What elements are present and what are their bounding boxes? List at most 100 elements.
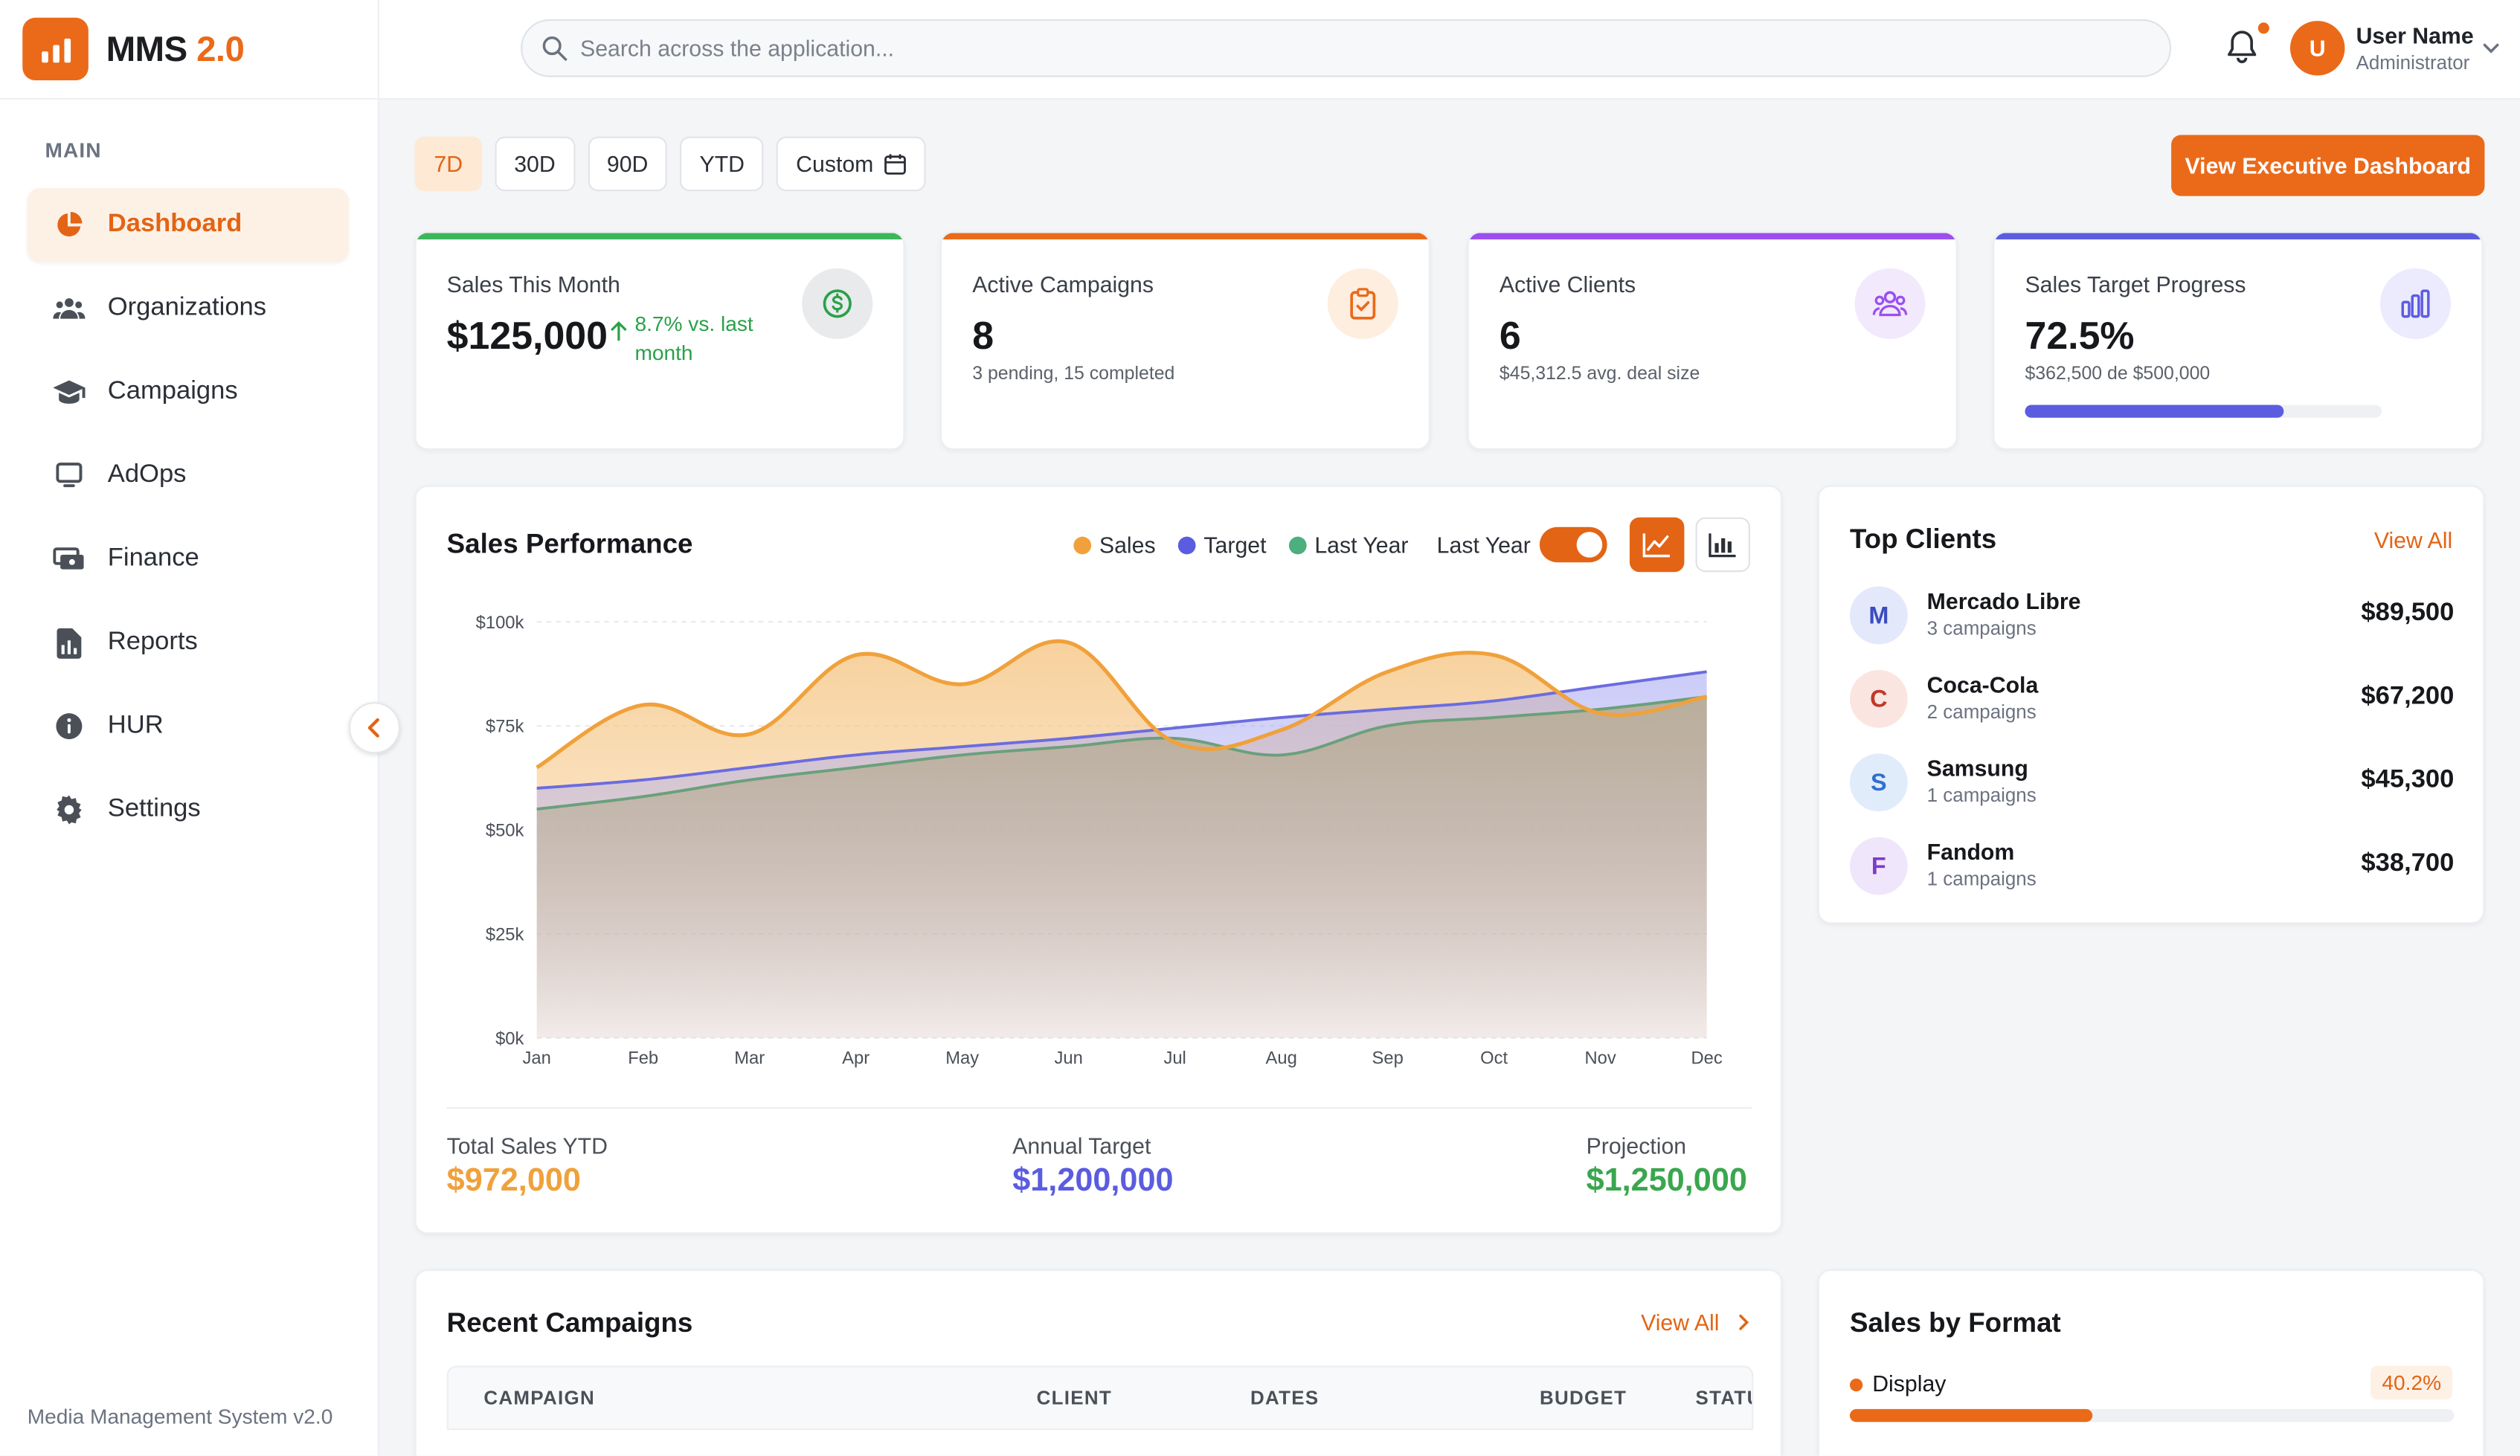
line-chart-icon (1642, 533, 1670, 558)
recent-campaigns-view-all-link[interactable]: View All (1641, 1310, 1751, 1336)
info-icon (53, 710, 85, 742)
money-icon (53, 543, 85, 575)
user-name[interactable]: User Name (2356, 22, 2474, 48)
search-bar[interactable] (521, 19, 2172, 77)
area-last-year (536, 696, 1707, 1038)
client-campaigns: 1 campaigns (1926, 867, 2037, 891)
kpi-value: 8 (972, 315, 994, 358)
sidebar-item-label: HUR (107, 712, 164, 739)
user-role: Administrator (2356, 51, 2470, 74)
sidebar-footer: Media Management System v2.0 (27, 1404, 333, 1428)
avatar[interactable]: U (2289, 21, 2345, 76)
bell-icon[interactable] (2224, 29, 2260, 65)
top-clients-card: Top Clients View All M Mercado Libre 3 c… (1817, 485, 2485, 924)
brand-version: 2.0 (196, 28, 245, 68)
range-7d-button[interactable]: 7D (414, 136, 483, 192)
topbar: U User Name Administrator (379, 0, 2520, 100)
range-90d-button[interactable]: 90D (587, 136, 668, 192)
stat-label: Total Sales YTD (446, 1133, 608, 1159)
sidebar-item-settings[interactable]: Settings (28, 773, 349, 846)
client-avatar: C (1849, 670, 1908, 728)
kpi-sub: $362,500 de $500,000 (2025, 364, 2211, 384)
bar-chart-view-button[interactable] (1695, 517, 1751, 573)
sidebar-item-organizations[interactable]: Organizations (28, 271, 349, 345)
x-tick-label: Sep (1372, 1048, 1404, 1068)
legend-label: Last Year (1314, 532, 1409, 558)
brand[interactable]: MMS 2.0 (0, 0, 378, 100)
column-header-client[interactable]: CLIENT (1036, 1386, 1113, 1409)
column-header-campaign[interactable]: CAMPAIGN (483, 1386, 595, 1409)
sales-line-chart: $0k $25k $50k $75k $100k Jan Feb Mar Apr May Jun Ju… (476, 613, 1723, 1069)
brand-name: MMS 2.0 (106, 28, 245, 68)
sidebar-nav: Dashboard Organizations Campaigns AdOps (27, 187, 349, 857)
target-progress-fill (2025, 405, 2284, 418)
x-tick-label: Dec (1691, 1048, 1723, 1068)
kpi-accent-bar (416, 233, 904, 239)
last-year-toggle[interactable] (1539, 526, 1607, 563)
sales-by-format-card: Sales by Format Display 40.2% (1817, 1269, 2485, 1456)
recent-campaigns-card: Recent Campaigns View All CAMPAIGN CLIEN… (414, 1269, 1783, 1456)
sidebar-item-label: Dashboard (107, 210, 242, 238)
range-ytd-button[interactable]: YTD (680, 136, 764, 192)
stat-value: $1,250,000 (1586, 1163, 1747, 1199)
stat-value: $1,200,000 (1012, 1163, 1174, 1199)
x-tick-label: Jul (1163, 1048, 1186, 1068)
sidebar-item-label: Campaigns (107, 377, 238, 405)
client-row[interactable]: C Coca-Cola 2 campaigns $67,200 (1849, 670, 2454, 734)
date-range-group: 7D 30D 90D YTD Custom (414, 136, 925, 192)
line-sales (536, 639, 1708, 770)
sidebar-item-finance[interactable]: Finance (28, 522, 349, 596)
sidebar-item-adops[interactable]: AdOps (28, 439, 349, 512)
range-custom-button[interactable]: Custom (777, 136, 925, 192)
legend-item-sales[interactable]: Sales (1073, 532, 1156, 558)
kpi-title: Active Clients (1499, 271, 1636, 297)
collapse-sidebar-button[interactable] (348, 702, 401, 754)
client-campaigns: 2 campaigns (1926, 700, 2037, 724)
stat-label: Annual Target (1012, 1133, 1151, 1159)
column-header-dates[interactable]: DATES (1250, 1386, 1320, 1409)
kpi-value: 72.5% (2025, 315, 2135, 358)
format-name: Display (1872, 1370, 1947, 1397)
view-executive-dashboard-button[interactable]: View Executive Dashboard (2171, 135, 2485, 196)
calendar-icon (884, 154, 905, 175)
sales-by-format-title: Sales by Format (1849, 1307, 2061, 1339)
gear-icon (53, 793, 85, 825)
kpi-trend-text: 8.7% vs. last month (634, 312, 753, 365)
format-percent-badge: 40.2% (2370, 1365, 2453, 1399)
client-amount: $38,700 (2361, 850, 2455, 877)
column-header-status[interactable]: STATUS (1695, 1386, 1752, 1409)
search-input[interactable] (580, 35, 2027, 62)
sidebar-item-label: Organizations (107, 294, 267, 322)
line-last-year (536, 695, 1707, 811)
report-icon (53, 627, 85, 659)
client-name: Samsung (1926, 755, 2028, 782)
client-row[interactable]: S Samsung 1 campaigns $45,300 (1849, 753, 2454, 817)
column-header-budget[interactable]: BUDGET (1539, 1386, 1627, 1409)
top-clients-view-all-link[interactable]: View All (2373, 526, 2453, 553)
x-tick-label: Jan (523, 1048, 551, 1068)
kpi-value: 6 (1499, 315, 1521, 358)
kpi-sub: $45,312.5 avg. deal size (1499, 364, 1700, 384)
range-30d-button[interactable]: 30D (495, 136, 575, 192)
search-icon (542, 36, 568, 61)
chevron-down-icon[interactable] (2481, 39, 2501, 58)
client-avatar: F (1849, 837, 1908, 895)
chevron-left-icon (367, 718, 379, 738)
target-progress-bar (2025, 405, 2382, 418)
sidebar-item-label: Reports (107, 628, 198, 656)
format-progress-bar (1849, 1408, 2455, 1423)
y-tick-label: $0k (495, 1028, 524, 1048)
y-tick-label: $75k (486, 717, 524, 737)
sidebar-item-dashboard[interactable]: Dashboard (27, 187, 349, 262)
kpi-accent-bar (1468, 233, 1956, 239)
client-row[interactable]: F Fandom 1 campaigns $38,700 (1849, 837, 2455, 901)
sales-performance-card: Sales Performance Sales Target Last Year… (414, 485, 1783, 1234)
legend-item-last-year[interactable]: Last Year (1288, 532, 1409, 558)
client-row[interactable]: M Mercado Libre 3 campaigns $89,500 (1849, 586, 2454, 651)
line-chart-view-button[interactable] (1629, 517, 1685, 573)
sidebar-item-reports[interactable]: Reports (28, 606, 349, 680)
legend-item-target[interactable]: Target (1177, 532, 1267, 558)
sidebar-item-hur[interactable]: HUR (28, 689, 349, 763)
x-tick-label: May (945, 1048, 979, 1068)
sidebar-item-campaigns[interactable]: Campaigns (28, 355, 349, 429)
